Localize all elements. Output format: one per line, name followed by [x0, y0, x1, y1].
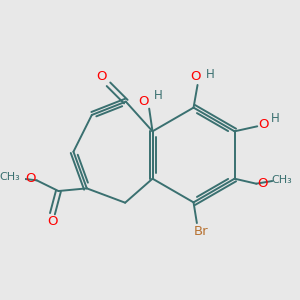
Text: H: H	[271, 112, 280, 125]
Text: H: H	[206, 68, 214, 81]
Text: Br: Br	[194, 225, 208, 238]
Text: CH₃: CH₃	[0, 172, 20, 182]
Text: O: O	[257, 176, 268, 190]
Text: O: O	[190, 70, 201, 83]
Text: O: O	[47, 215, 58, 228]
Text: H: H	[154, 89, 163, 103]
Text: CH₃: CH₃	[271, 176, 292, 185]
Text: O: O	[259, 118, 269, 131]
Text: O: O	[25, 172, 35, 185]
Text: O: O	[138, 95, 148, 108]
Text: O: O	[96, 70, 106, 83]
